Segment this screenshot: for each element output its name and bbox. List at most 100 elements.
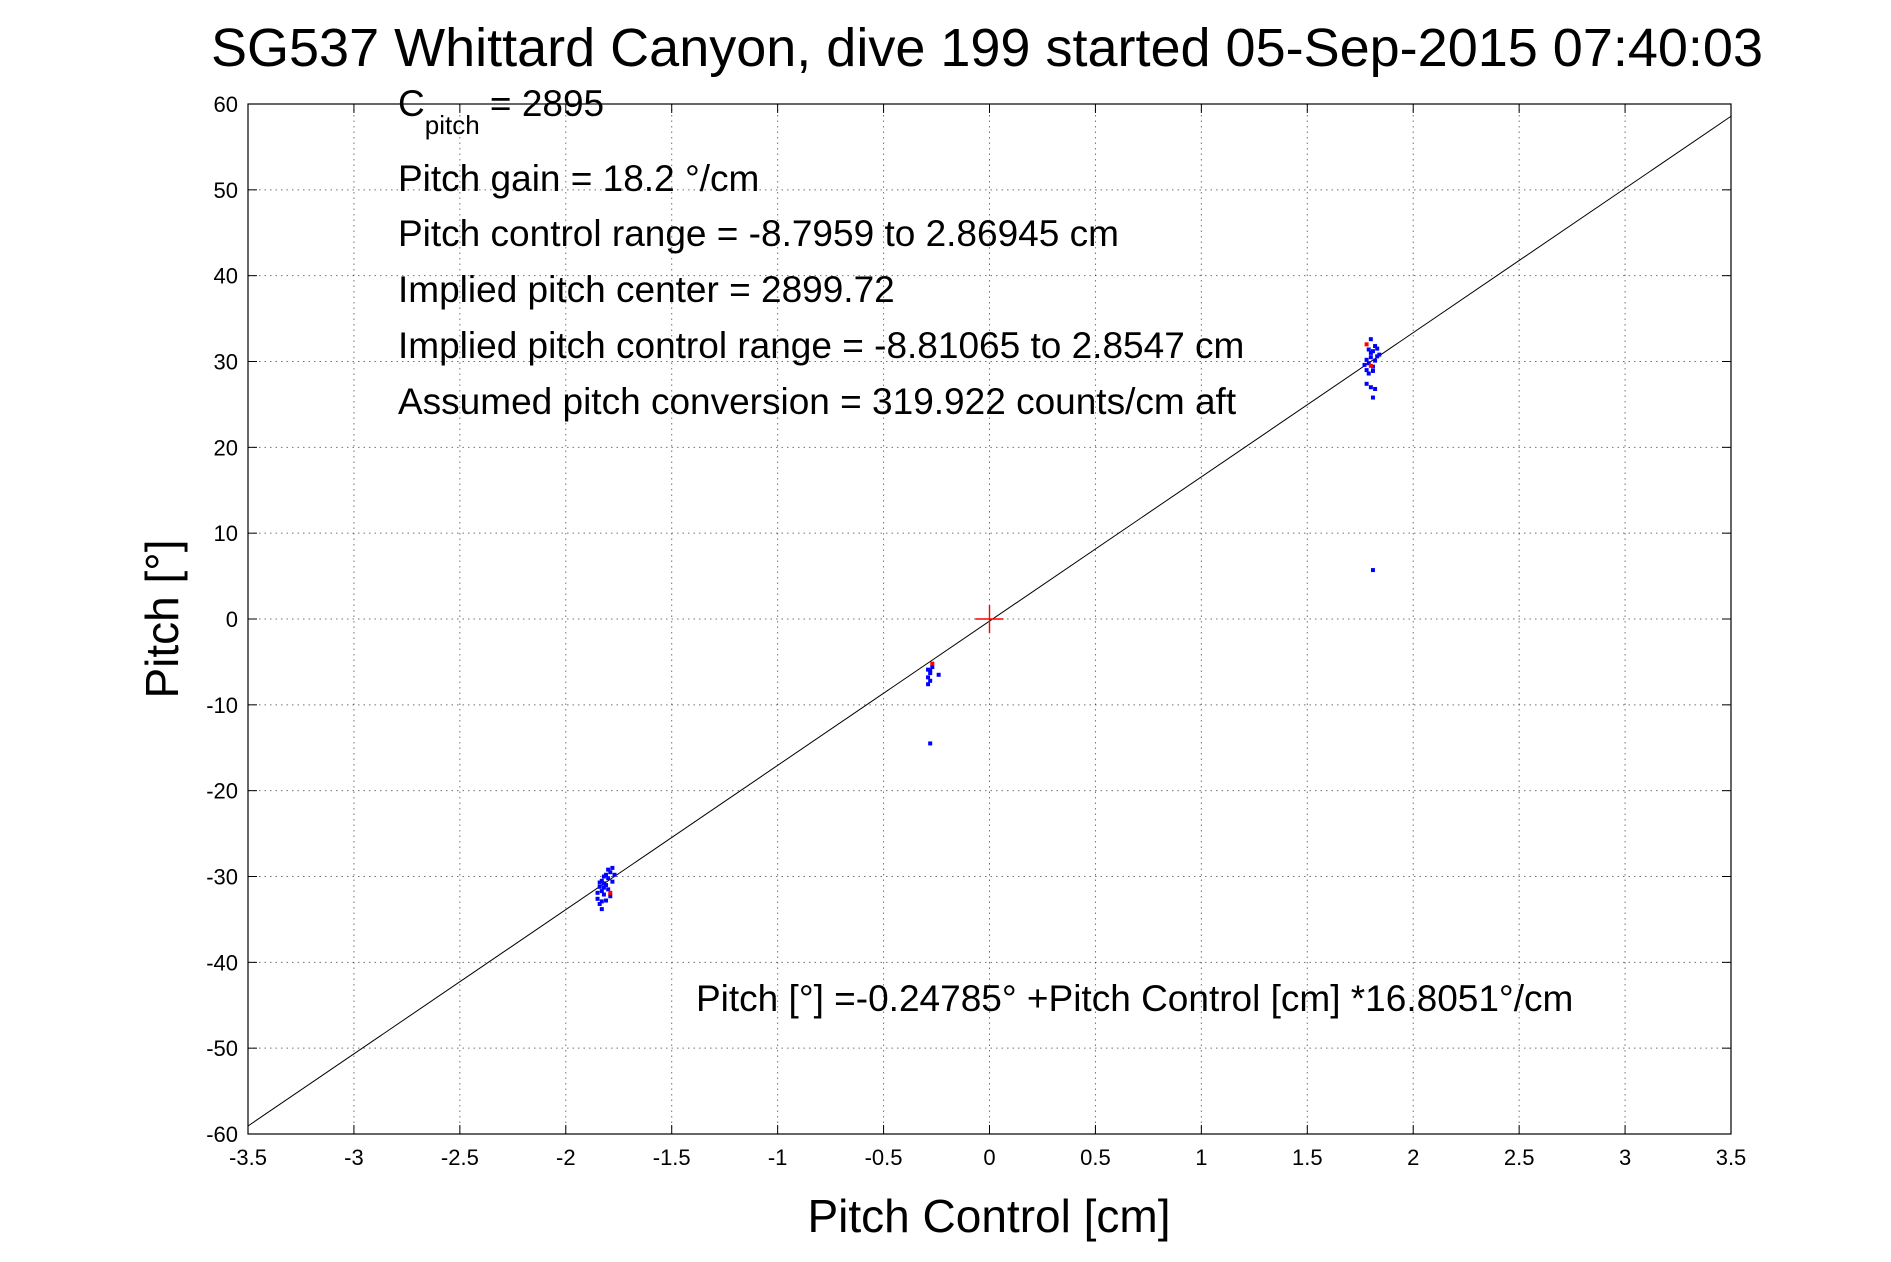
data-point <box>1375 354 1380 359</box>
data-point <box>597 880 602 885</box>
y-tick-label: 40 <box>214 264 238 289</box>
implied-pitch-control-range-annotation: Implied pitch control range = -8.81065 t… <box>398 325 1244 366</box>
data-point <box>610 879 615 884</box>
y-axis-label: Pitch [°] <box>136 539 188 698</box>
pitch-control-range-annotation: Pitch control range = -8.7959 to 2.86945… <box>398 213 1119 254</box>
x-tick-label: -3.5 <box>229 1145 267 1170</box>
data-point <box>606 876 611 881</box>
y-tick-label: -10 <box>206 693 238 718</box>
data-point <box>612 872 617 877</box>
data-point <box>1375 346 1380 351</box>
data-point <box>599 878 604 883</box>
assumed-pitch-conversion-annotation: Assumed pitch conversion = 319.922 count… <box>398 381 1237 422</box>
x-axis-label: Pitch Control [cm] <box>808 1190 1171 1242</box>
x-tick-label: 1.5 <box>1292 1145 1323 1170</box>
x-tick-label: 0.5 <box>1080 1145 1111 1170</box>
x-axis-ticks: -3.5 -3 -2.5 -2 -1.5 -1 -0.5 0 0.5 1 1.5 2 2.5 3 3.5 <box>229 104 1746 1170</box>
data-point <box>926 675 931 680</box>
data-point <box>601 881 606 886</box>
fit-equation-annotation: Pitch [°] =-0.24785° +Pitch Control [cm]… <box>696 978 1573 1019</box>
x-tick-label: -0.5 <box>865 1145 903 1170</box>
y-tick-label: -20 <box>206 779 238 804</box>
data-point <box>1364 357 1369 362</box>
data-point <box>1368 363 1373 368</box>
data-point <box>928 678 933 683</box>
data-point <box>599 889 604 894</box>
x-tick-label: 2 <box>1407 1145 1419 1170</box>
y-tick-label: -30 <box>206 865 238 890</box>
x-tick-label: -3 <box>344 1145 364 1170</box>
data-point <box>930 661 935 666</box>
y-tick-label: -40 <box>206 950 238 975</box>
data-point <box>1370 349 1375 354</box>
y-tick-label: -60 <box>206 1122 238 1147</box>
data-point <box>1364 381 1369 386</box>
x-tick-label: 2.5 <box>1504 1145 1535 1170</box>
data-point <box>604 872 609 877</box>
x-tick-label: 3.5 <box>1716 1145 1747 1170</box>
data-point <box>1362 362 1367 367</box>
data-point <box>1368 350 1373 355</box>
data-point <box>599 899 604 904</box>
data-point <box>1368 355 1373 360</box>
c-pitch-value: = 2895 <box>480 83 604 124</box>
data-point <box>1368 385 1373 390</box>
x-tick-label: -2.5 <box>441 1145 479 1170</box>
data-point <box>930 665 935 670</box>
center-marker-layer <box>975 605 1004 633</box>
data-point <box>936 672 941 677</box>
data-point <box>1373 386 1378 391</box>
y-tick-label: 0 <box>226 607 238 632</box>
data-point <box>601 874 606 879</box>
c-pitch-symbol: C <box>398 83 425 124</box>
data-point <box>1377 352 1382 357</box>
data-point <box>1370 364 1375 369</box>
y-tick-label: 20 <box>214 435 238 460</box>
y-tick-label: 60 <box>214 92 238 117</box>
y-axis-ticks: -60 -50 -40 -30 -20 -10 0 10 20 30 40 50 60 <box>206 92 1731 1147</box>
data-point <box>1373 358 1378 363</box>
data-point <box>601 892 606 897</box>
data-point <box>595 896 600 901</box>
data-point <box>1366 361 1371 366</box>
data-point <box>606 867 611 872</box>
data-point <box>926 667 931 672</box>
data-point <box>604 898 609 903</box>
data-point <box>928 671 933 676</box>
y-tick-label: -50 <box>206 1036 238 1061</box>
data-point <box>610 865 615 870</box>
data-point <box>604 883 609 888</box>
data-point <box>1364 368 1369 373</box>
x-tick-label: 3 <box>1619 1145 1631 1170</box>
data-point <box>926 682 931 687</box>
data-point <box>597 884 602 889</box>
data-point <box>928 741 933 746</box>
grid <box>248 104 1731 1134</box>
x-tick-label: -1 <box>768 1145 788 1170</box>
data-point <box>1366 371 1371 376</box>
c-pitch-subscript: pitch <box>425 110 480 140</box>
data-point <box>1370 568 1375 573</box>
c-pitch-annotation: Cpitch = 2895 <box>398 83 604 140</box>
data-point <box>1370 395 1375 400</box>
data-point <box>1364 342 1369 347</box>
annotation-block: Cpitch = 2895 Pitch gain = 18.2 °/cm Pit… <box>398 83 1244 422</box>
y-tick-label: 10 <box>214 521 238 546</box>
data-point <box>928 668 933 673</box>
x-tick-label: -1.5 <box>653 1145 691 1170</box>
data-point <box>606 887 611 892</box>
data-point <box>1370 368 1375 373</box>
data-point <box>1368 337 1373 342</box>
x-tick-label: 1 <box>1195 1145 1207 1170</box>
y-tick-label: 30 <box>214 350 238 375</box>
data-point <box>608 870 613 875</box>
y-tick-label: 50 <box>214 178 238 203</box>
chart-title: SG537 Whittard Canyon, dive 199 started … <box>211 18 1763 78</box>
data-point <box>597 901 602 906</box>
x-tick-label: -2 <box>556 1145 576 1170</box>
data-point <box>601 885 606 890</box>
data-point <box>608 890 613 895</box>
data-point <box>608 894 613 899</box>
data-point <box>595 890 600 895</box>
